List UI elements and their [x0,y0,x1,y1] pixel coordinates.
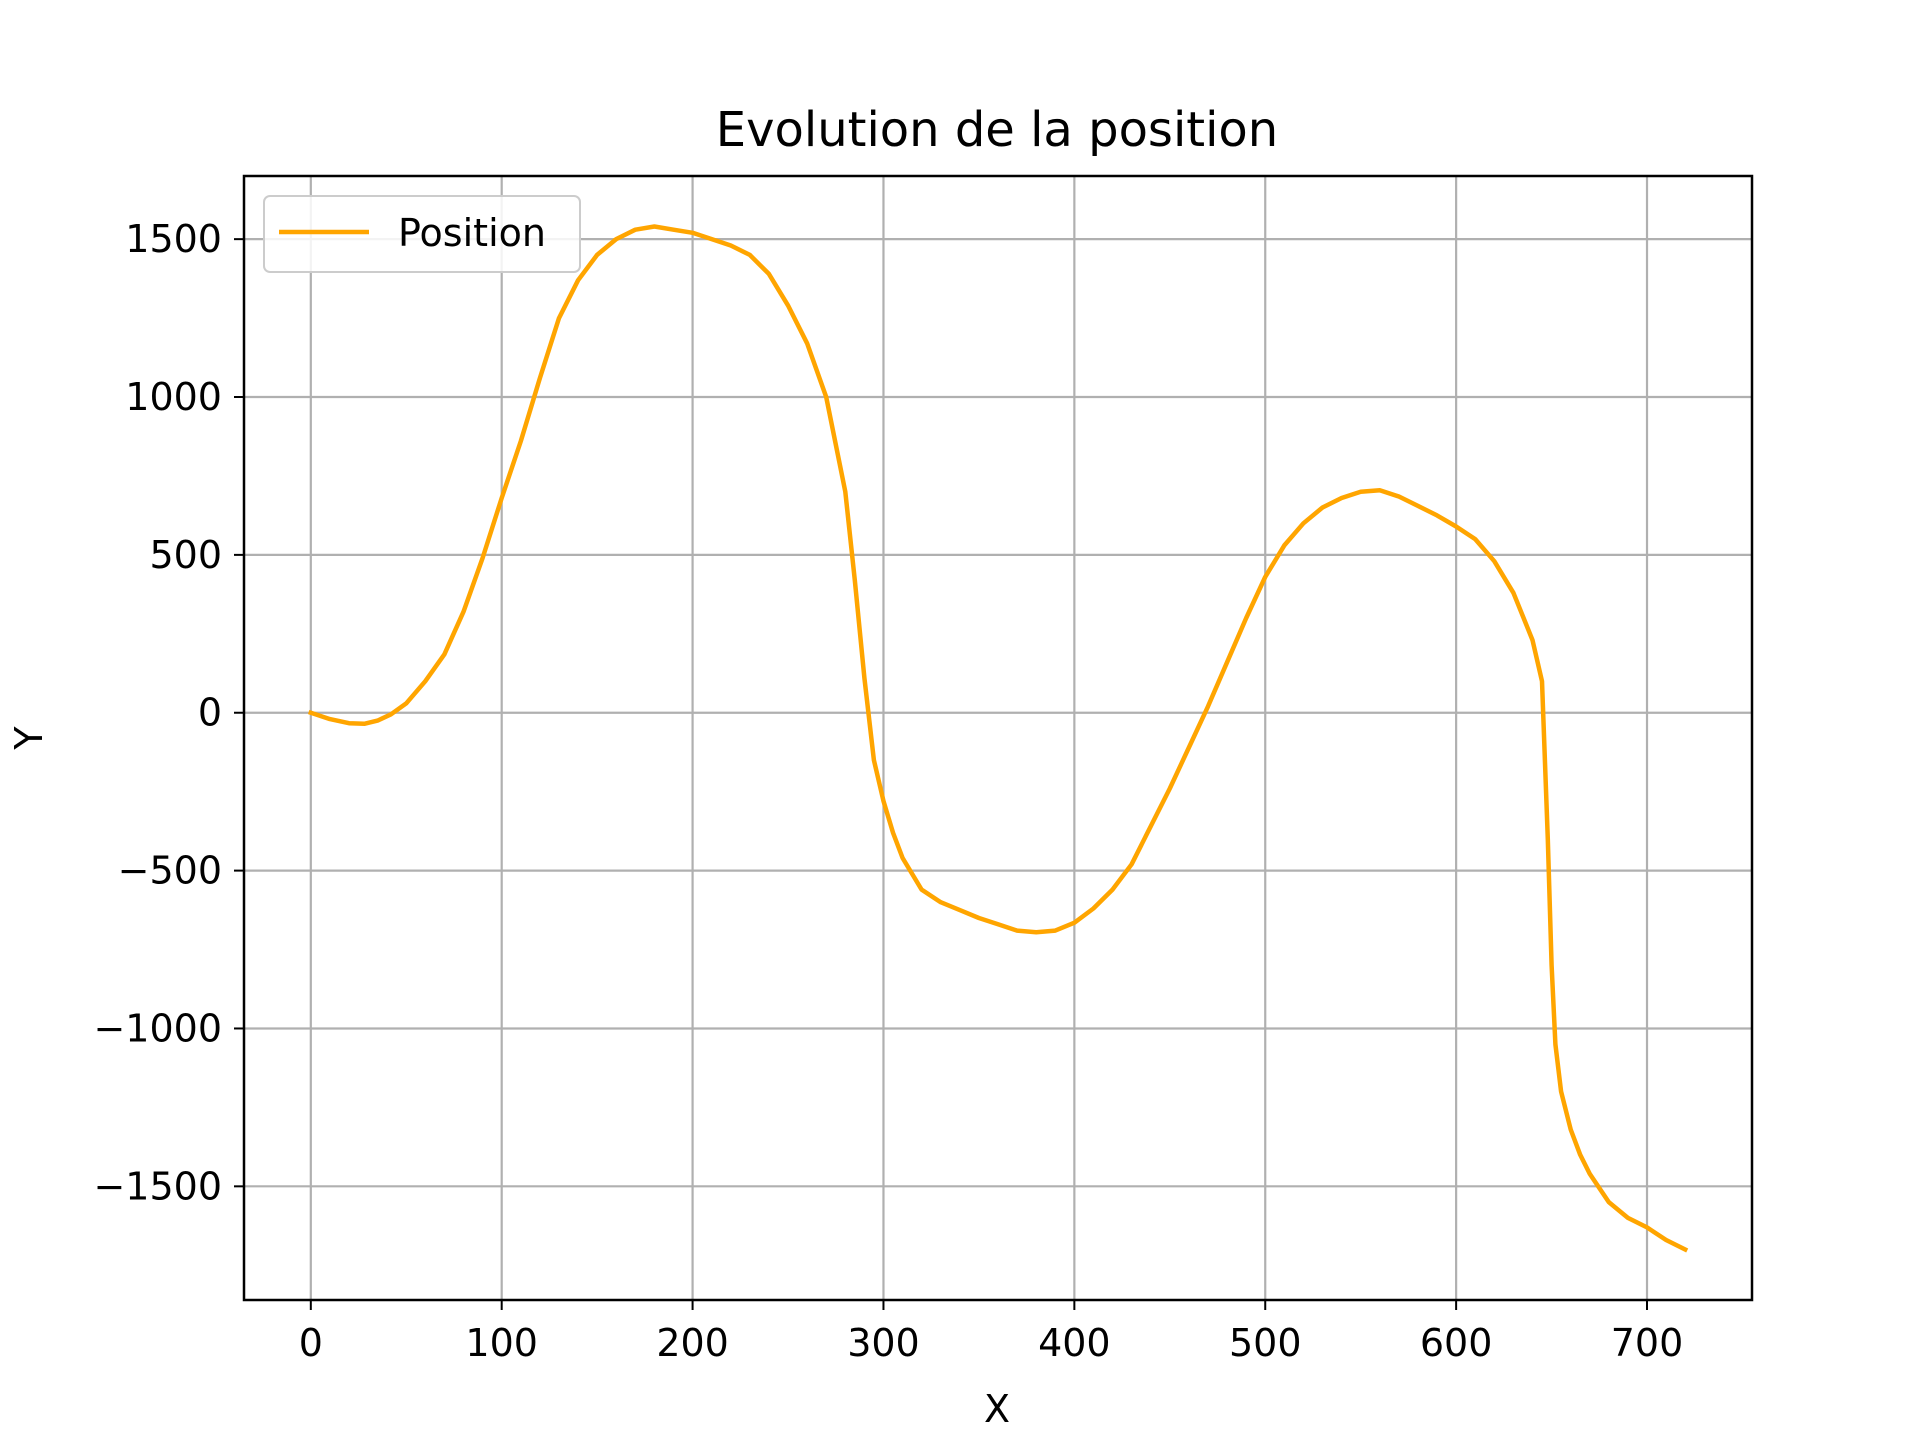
x-tick-label: 500 [1229,1321,1302,1365]
x-tick-label: 400 [1038,1321,1111,1365]
y-tick-label: 1000 [125,375,222,419]
series-line-position [307,224,1689,1253]
grid [244,176,1752,1300]
x-tick-label: 300 [847,1321,920,1365]
x-tick-label: 0 [299,1321,323,1365]
chart-title: Evolution de la position [716,102,1278,158]
x-axis: 0 100 200 300 400 500 600 700 [299,1300,1684,1365]
y-tick-label: −1500 [93,1164,222,1208]
x-tick-label: 100 [465,1321,538,1365]
y-axis: −1500 −1000 −500 0 500 1000 1500 [93,217,244,1208]
plot-frame [242,174,1754,1302]
y-tick-label: −1000 [93,1006,222,1050]
y-tick-label: 500 [149,533,222,577]
x-tick-label: 700 [1611,1321,1684,1365]
x-tick-label: 600 [1420,1321,1493,1365]
series-layer [307,224,1689,1253]
y-axis-label: Y [7,726,51,751]
x-axis-label: X [984,1387,1010,1431]
x-tick-label: 200 [656,1321,729,1365]
y-tick-label: 1500 [125,217,222,261]
legend-box [263,195,581,273]
legend-label: Position [398,211,546,255]
y-tick-label: 0 [198,691,222,735]
legend: Position [263,195,581,273]
y-tick-label: −500 [118,849,222,893]
